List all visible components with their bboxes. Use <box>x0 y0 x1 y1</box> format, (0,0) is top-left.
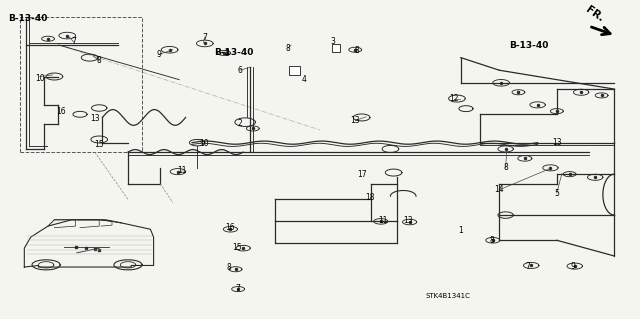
Text: 18: 18 <box>365 193 374 202</box>
Text: 7: 7 <box>525 262 531 271</box>
Text: 9: 9 <box>570 262 575 271</box>
Bar <box>20 17 142 152</box>
Text: 8: 8 <box>503 163 508 172</box>
Text: 8: 8 <box>225 49 230 58</box>
Text: 4: 4 <box>301 75 307 84</box>
Text: 12: 12 <box>450 94 459 103</box>
Text: 16: 16 <box>225 223 236 232</box>
Text: 13: 13 <box>90 114 100 122</box>
Text: STK4B1341C: STK4B1341C <box>426 293 470 299</box>
Text: 13: 13 <box>552 138 562 147</box>
Text: 2: 2 <box>237 119 243 128</box>
Text: 3: 3 <box>330 37 335 46</box>
Text: 7: 7 <box>71 37 76 46</box>
Text: 8: 8 <box>227 263 232 271</box>
Text: 10: 10 <box>35 74 45 83</box>
Text: 8: 8 <box>285 44 291 53</box>
Text: 13: 13 <box>350 116 360 125</box>
Text: 7: 7 <box>202 33 207 42</box>
Text: 5: 5 <box>554 189 559 197</box>
Text: 1: 1 <box>458 226 463 235</box>
Text: 16: 16 <box>56 107 66 116</box>
Text: 15: 15 <box>232 243 242 252</box>
Text: 6: 6 <box>237 66 243 75</box>
Text: 8: 8 <box>489 236 494 245</box>
Text: B-13-40: B-13-40 <box>214 48 254 57</box>
Text: B-13-40: B-13-40 <box>509 41 548 49</box>
Text: B-13-40: B-13-40 <box>8 14 47 23</box>
Text: 8: 8 <box>97 56 102 65</box>
Bar <box>332 44 340 52</box>
Text: 9: 9 <box>156 50 161 59</box>
Text: 10: 10 <box>198 139 209 148</box>
Text: 14: 14 <box>494 185 504 194</box>
Bar <box>289 66 300 75</box>
Text: 11: 11 <box>178 167 187 175</box>
Text: 8: 8 <box>355 46 360 55</box>
Text: 11: 11 <box>378 216 387 225</box>
Text: 15: 15 <box>94 140 104 149</box>
Text: FR.: FR. <box>584 4 605 24</box>
Text: 13: 13 <box>403 216 413 225</box>
Text: 7: 7 <box>236 284 241 293</box>
Text: 17: 17 <box>356 170 367 179</box>
